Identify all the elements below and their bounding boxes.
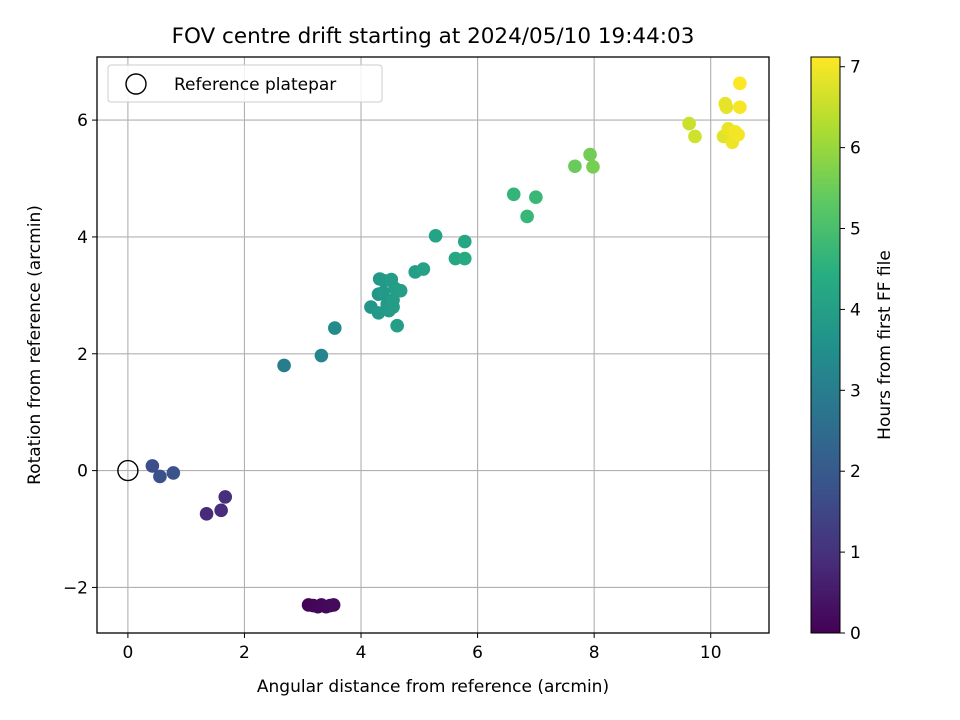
data-point (688, 129, 702, 144)
data-point (416, 262, 431, 276)
x-tick-label: 0 (122, 643, 133, 663)
x-tick-label: 2 (239, 643, 250, 663)
colorbar-tick-label: 3 (850, 381, 861, 401)
y-axis-label: Rotation from reference (arcmin) (25, 205, 45, 485)
data-point (733, 76, 747, 91)
y-tick-label: 4 (77, 228, 88, 248)
data-point (583, 147, 597, 162)
data-point (733, 100, 747, 115)
data-point (529, 190, 543, 205)
data-point (719, 100, 734, 115)
x-tick-label: 6 (472, 643, 483, 663)
colorbar-tick-label: 5 (850, 220, 861, 240)
x-tick-label: 4 (356, 643, 367, 663)
data-point (428, 228, 443, 243)
legend-entry-reference: Reference platepar (174, 75, 336, 95)
data-point (214, 503, 228, 518)
legend-reference-marker (125, 73, 147, 95)
chart-title: FOV centre drift starting at 2024/05/10 … (172, 24, 695, 49)
data-point (393, 283, 408, 298)
x-axis-label: Angular distance from reference (arcmin) (257, 677, 609, 697)
data-point (314, 348, 329, 363)
data-point (386, 300, 400, 314)
data-points (145, 76, 747, 614)
data-point (376, 285, 390, 300)
colorbar-tick-label: 4 (850, 300, 861, 320)
data-point (731, 127, 745, 142)
y-tick-label: 2 (77, 345, 88, 365)
data-point (218, 490, 233, 504)
y-tick-label: −2 (63, 578, 88, 598)
data-point (682, 116, 696, 131)
x-tick-label: 10 (700, 643, 722, 663)
x-axis-ticks: 0 2 4 6 8 10 (122, 633, 722, 663)
colorbar-tick-label: 2 (850, 462, 861, 482)
data-point (586, 160, 600, 174)
data-point (457, 234, 472, 249)
y-gridlines (97, 119, 769, 588)
y-tick-label: 6 (77, 111, 88, 131)
x-tick-label: 8 (589, 643, 600, 663)
x-gridlines (127, 57, 712, 633)
data-point (326, 598, 341, 612)
legend-box (107, 64, 383, 103)
data-point (153, 469, 167, 484)
data-point (520, 209, 534, 224)
plot-frame (96, 56, 770, 634)
reference-platepar-marker (117, 459, 139, 482)
data-point (506, 187, 521, 202)
colorbar (810, 56, 841, 634)
colorbar-tick-label: 6 (850, 139, 861, 159)
colorbar-tick-label: 0 (850, 624, 861, 644)
data-point (568, 159, 582, 174)
colorbar-tick-label: 7 (850, 58, 861, 78)
colorbar-tick-label: 1 (850, 543, 861, 563)
data-point (277, 358, 291, 373)
data-point (145, 459, 160, 473)
y-axis-ticks: −2 0 2 4 6 (63, 111, 97, 598)
legend: Reference platepar (107, 64, 383, 103)
data-point (457, 251, 472, 266)
data-point (199, 507, 214, 521)
colorbar-label: Hours from first FF file (875, 250, 895, 440)
data-point (371, 306, 386, 320)
data-point (166, 466, 181, 480)
reference-layer (117, 459, 139, 482)
y-tick-label: 0 (77, 462, 88, 482)
colorbar-ticks: 0 1 2 3 4 5 6 7 (840, 58, 861, 644)
data-point (390, 318, 404, 333)
data-point (327, 321, 342, 335)
data-point (448, 251, 463, 266)
